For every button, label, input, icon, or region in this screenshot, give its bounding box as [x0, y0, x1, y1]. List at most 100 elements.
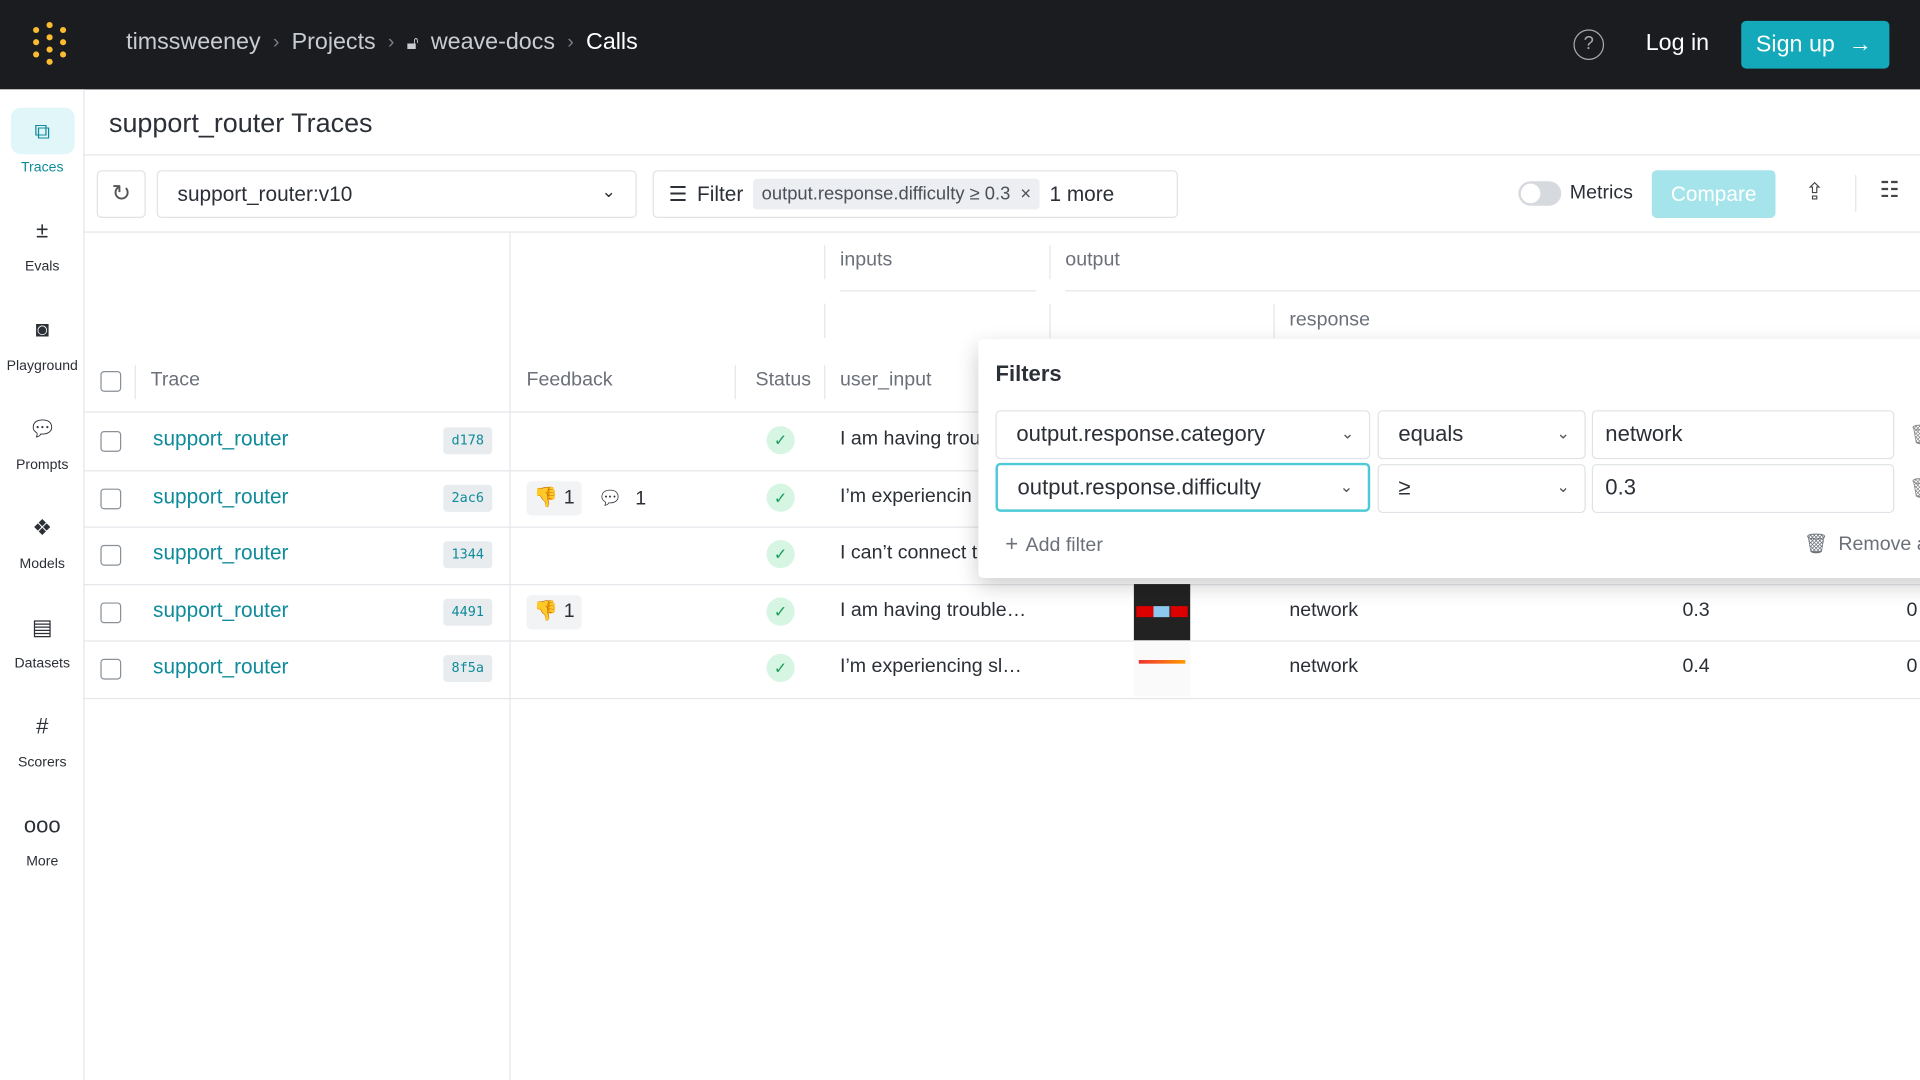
row-divider [84, 697, 1920, 700]
sidebar-item-traces[interactable]: ⧉ Traces [0, 107, 84, 176]
row-checkbox[interactable] [100, 602, 122, 624]
add-filter-label: Add filter [1025, 535, 1103, 556]
trace-link[interactable]: support_router [153, 484, 289, 508]
trace-id-badge[interactable]: 8f5a [443, 655, 493, 683]
trace-link[interactable]: support_router [153, 427, 289, 451]
add-filter-button[interactable]: + Add filter [1005, 531, 1103, 557]
filter-value-input[interactable]: 0.3 [1591, 464, 1895, 514]
crumb-project[interactable]: weave-docs [430, 29, 556, 56]
divider [509, 231, 511, 1080]
columns-icon[interactable]: ☷ [1879, 177, 1900, 203]
plus-icon: + [1005, 531, 1019, 556]
filter-value-input[interactable]: network [1591, 410, 1895, 460]
filter-chip[interactable]: output.response.difficulty ≥ 0.3 × [753, 178, 1040, 210]
group-header-output: output [1065, 249, 1120, 271]
filter-field-select[interactable]: output.response.difficulty ⌄ [995, 462, 1371, 512]
sidebar-item-playground[interactable]: ◙ Playground [0, 306, 84, 373]
column-header-user-input[interactable]: user_input [840, 369, 932, 391]
column-header-status[interactable]: Status [755, 369, 812, 391]
user-input-cell[interactable]: I’m experiencing sl… [840, 656, 1022, 678]
image-thumbnail-keyboard[interactable] [1133, 583, 1191, 641]
status-success-icon: ✓ [766, 540, 795, 569]
crumb-user[interactable]: timssweeney [126, 29, 261, 56]
refresh-icon: ↻ [111, 181, 131, 207]
sidebar-item-evals[interactable]: ± Evals [0, 207, 84, 274]
trace-id-badge[interactable]: 4491 [443, 598, 493, 626]
refresh-button[interactable]: ↻ [96, 170, 146, 218]
output-cell[interactable]: 0 [1906, 656, 1918, 678]
remove-all-button[interactable]: 🗑︎ Remove a [1804, 531, 1920, 555]
signup-label: Sign up [1755, 31, 1835, 58]
question-circle-icon[interactable]: ? [1573, 29, 1605, 61]
filters-popup: Filters output.response.category ⌄ equals… [978, 339, 1920, 578]
models-icon: ❖ [32, 515, 53, 541]
filter-button[interactable]: ☰ Filter output.response.difficulty ≥ 0.… [652, 170, 1178, 218]
user-input-cell[interactable]: I’m experiencin [840, 485, 972, 507]
signup-button[interactable]: Sign up → [1741, 20, 1890, 69]
thumbs-down-icon: 👎 [533, 486, 559, 508]
filter-operator-value: equals [1398, 421, 1464, 446]
trace-id-badge[interactable]: 2ac6 [443, 484, 493, 512]
op-version-select[interactable]: support_router:v10 ⌄ [156, 170, 637, 218]
comment-icon: 💬︎ [597, 488, 623, 509]
column-header-feedback[interactable]: Feedback [526, 369, 613, 391]
filter-operator-select[interactable]: ≥ ⌄ [1377, 464, 1586, 514]
trash-icon[interactable]: 🗑︎ [1909, 476, 1920, 500]
row-checkbox[interactable] [100, 659, 122, 681]
robot-icon: ◙ [35, 317, 49, 342]
compare-button[interactable]: Compare [1651, 170, 1776, 218]
image-thumbnail-speed[interactable] [1133, 640, 1191, 698]
user-input-cell[interactable]: I can’t connect t [840, 542, 978, 564]
user-input-cell[interactable]: I am having trouble… [840, 599, 1027, 621]
thumbs-down-reaction[interactable]: 👎 1 [526, 480, 582, 516]
category-cell[interactable]: network [1289, 599, 1358, 621]
difficulty-cell[interactable]: 0.4 [1682, 656, 1710, 678]
more-filters[interactable]: 1 more [1049, 181, 1115, 206]
crumb-projects[interactable]: Projects [291, 29, 376, 56]
wandb-logo[interactable] [29, 22, 73, 66]
trace-id-badge[interactable]: 1344 [443, 541, 493, 569]
login-button[interactable]: Log in [1645, 30, 1710, 57]
sidebar-item-models[interactable]: ❖ Models [0, 504, 84, 572]
lock-icon: 🔓︎ [406, 32, 419, 54]
sidebar-item-scorers[interactable]: # Scorers [0, 703, 84, 770]
output-cell[interactable]: 0 [1906, 599, 1918, 621]
row-checkbox[interactable] [100, 431, 122, 452]
divider [84, 154, 1920, 156]
divider [1855, 175, 1857, 212]
filter-operator-select[interactable]: equals ⌄ [1377, 410, 1586, 460]
export-icon[interactable]: ⇪ [1804, 180, 1825, 206]
status-success-icon: ✓ [766, 483, 795, 512]
trace-link[interactable]: support_router [153, 598, 289, 622]
category-cell[interactable]: network [1289, 656, 1358, 678]
sidebar-label: Models [19, 557, 65, 572]
trace-link[interactable]: support_router [153, 541, 289, 565]
op-version-value: support_router:v10 [177, 182, 353, 206]
sidebar-item-datasets[interactable]: ▤ Datasets [0, 604, 84, 671]
close-icon[interactable]: × [1020, 183, 1032, 205]
select-all-checkbox[interactable] [100, 371, 122, 392]
trash-icon[interactable]: 🗑︎ [1909, 422, 1920, 446]
sidebar-item-more[interactable]: ooo More [0, 802, 84, 869]
group-header-inputs: inputs [840, 249, 893, 271]
filter-field-select[interactable]: output.response.category ⌄ [995, 410, 1371, 460]
crumb-calls: Calls [586, 29, 638, 56]
metrics-toggle[interactable] [1518, 181, 1562, 206]
chat-icon: 💬︎ [28, 416, 57, 441]
trace-link[interactable]: support_router [153, 655, 289, 679]
sidebar: ⧉ Traces ± Evals ◙ Playground 💬︎ Prompts ❖ Mo… [0, 89, 85, 1080]
trace-id-badge[interactable]: d178 [443, 427, 493, 455]
comments-count[interactable]: 💬︎ 1 [598, 486, 647, 510]
row-checkbox[interactable] [100, 488, 122, 509]
difficulty-cell[interactable]: 0.3 [1682, 599, 1710, 621]
filter-label: Filter [697, 181, 744, 206]
chevron-down-icon: ⌄ [601, 181, 616, 201]
thumbs-down-reaction[interactable]: 👎 1 [526, 594, 582, 630]
row-checkbox[interactable] [100, 545, 122, 566]
sidebar-item-prompts[interactable]: 💬︎ Prompts [0, 405, 84, 472]
user-input-cell[interactable]: I am having trou [840, 428, 981, 450]
column-header-trace[interactable]: Trace [150, 369, 200, 391]
sidebar-label: Traces [20, 160, 64, 176]
filters-title: Filters [995, 361, 1062, 386]
sidebar-label: Scorers [17, 755, 67, 771]
